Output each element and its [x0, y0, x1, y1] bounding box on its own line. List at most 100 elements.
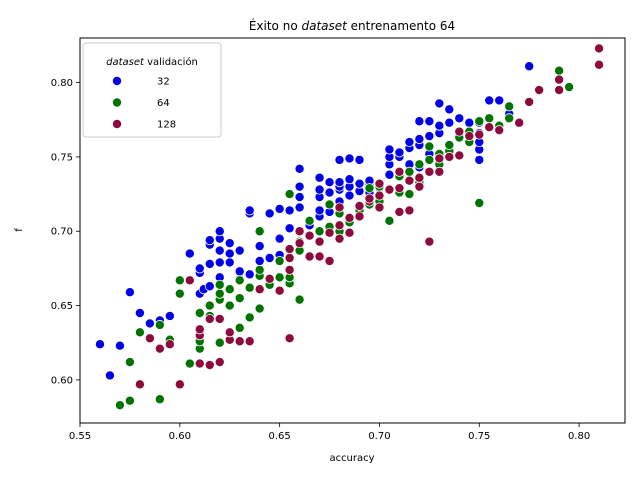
point-128-57 [454, 150, 465, 161]
point-64-29 [254, 226, 265, 237]
point-64-51 [384, 215, 395, 226]
point-32-93 [444, 117, 455, 128]
point-128-5 [184, 275, 195, 286]
point-128-67 [554, 74, 565, 85]
point-32-107 [524, 61, 535, 72]
legend-title: dataset validación [106, 56, 198, 68]
point-128-34 [334, 202, 345, 213]
point-64-3 [134, 327, 145, 338]
point-32-60 [344, 190, 355, 201]
point-64-60 [424, 141, 435, 152]
point-128-16 [244, 336, 255, 347]
point-128-63 [514, 117, 525, 128]
point-32-30 [244, 205, 255, 216]
point-32-44 [294, 163, 305, 174]
point-64-31 [274, 272, 285, 283]
point-64-8 [174, 275, 185, 286]
point-128-65 [534, 85, 545, 96]
point-32-41 [294, 202, 305, 213]
point-64-21 [234, 322, 245, 333]
point-128-49 [404, 175, 415, 186]
point-64-58 [414, 159, 425, 170]
legend: dataset validación 32 64 128 [82, 42, 222, 138]
point-128-44 [384, 184, 395, 195]
point-128-0 [134, 379, 145, 390]
chart-title-italic: dataset [301, 19, 348, 33]
legend-title-italic: dataset [106, 57, 145, 68]
legend-marker-128 [112, 119, 123, 130]
point-32-24 [224, 238, 235, 249]
point-32-84 [414, 134, 425, 145]
point-32-14 [204, 258, 215, 269]
point-64-26 [254, 303, 265, 314]
point-128-10 [204, 313, 215, 324]
point-128-35 [344, 227, 355, 238]
point-128-17 [254, 284, 265, 295]
point-128-12 [214, 313, 225, 324]
point-128-29 [314, 236, 325, 247]
point-32-96 [454, 113, 465, 124]
data-points [94, 43, 605, 411]
point-32-98 [474, 154, 485, 165]
point-128-56 [444, 151, 455, 162]
point-128-64 [524, 96, 535, 107]
legend-marker-32 [112, 76, 123, 87]
point-32-19 [214, 245, 225, 256]
point-32-1 [104, 370, 115, 381]
point-128-15 [234, 336, 245, 347]
point-64-22 [234, 293, 245, 304]
legend-label-64: 64 [157, 98, 170, 109]
point-128-32 [334, 233, 345, 244]
point-64-36 [294, 294, 305, 305]
point-64-12 [194, 307, 205, 318]
point-32-31 [254, 255, 265, 266]
point-32-13 [204, 281, 215, 292]
point-128-50 [414, 181, 425, 192]
legend-marker-64 [112, 97, 123, 108]
point-128-68 [594, 59, 605, 70]
point-32-23 [224, 248, 235, 259]
point-128-61 [484, 122, 495, 133]
point-128-60 [474, 129, 485, 140]
point-128-42 [374, 190, 385, 201]
point-32-49 [314, 184, 325, 195]
point-32-0 [94, 339, 105, 350]
point-64-4 [154, 319, 165, 330]
point-64-19 [224, 300, 235, 311]
point-64-18 [214, 279, 225, 290]
point-64-69 [474, 116, 485, 127]
chart-title: Éxito no dataset entrenamento 64 [249, 18, 455, 33]
point-32-34 [264, 208, 275, 219]
point-128-48 [404, 205, 415, 216]
point-128-6 [194, 358, 205, 369]
point-128-37 [354, 211, 365, 222]
point-32-2 [114, 340, 125, 351]
point-32-21 [214, 226, 225, 237]
chart-title-suffix: entrenamento 64 [347, 19, 455, 33]
plot-frame [79, 37, 626, 424]
y-tick-label-0: 0.60 [51, 375, 73, 386]
point-64-73 [504, 101, 515, 112]
point-32-50 [314, 172, 325, 183]
chart-title-prefix: Éxito no [249, 18, 302, 33]
point-128-3 [164, 339, 175, 350]
point-64-40 [314, 226, 325, 237]
point-128-51 [414, 172, 425, 183]
point-32-22 [224, 257, 235, 268]
point-64-35 [284, 189, 295, 200]
point-32-36 [274, 233, 285, 244]
point-32-32 [254, 241, 265, 252]
point-32-91 [434, 120, 445, 131]
point-128-8 [194, 324, 205, 335]
point-128-45 [394, 206, 405, 217]
point-64-9 [184, 358, 195, 369]
series-64 [114, 65, 575, 411]
point-128-18 [264, 273, 275, 284]
y-axis-label: f [14, 228, 25, 232]
point-64-23 [234, 275, 245, 286]
point-128-24 [294, 238, 305, 249]
x-tick-label-3: 0.70 [368, 431, 390, 442]
point-128-38 [354, 200, 365, 211]
point-128-9 [204, 360, 215, 371]
